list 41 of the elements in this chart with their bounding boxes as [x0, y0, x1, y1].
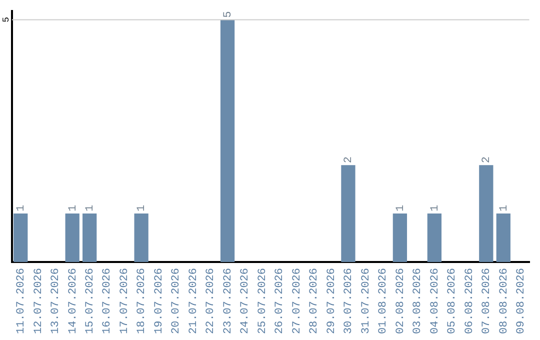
- x-tick-label: 25.07.2026: [256, 268, 269, 334]
- data-label: 1: [67, 204, 80, 212]
- x-tick-label: 09.08.2026: [516, 268, 528, 334]
- x-tick-label: 16.07.2026: [102, 268, 114, 334]
- x-tick-label: 01.08.2026: [378, 268, 390, 334]
- data-label: 1: [429, 204, 442, 212]
- x-tick-label: 24.07.2026: [240, 268, 252, 334]
- x-tick-label: 28.07.2026: [308, 268, 321, 334]
- x-tick-label: 14.07.2026: [67, 268, 80, 334]
- x-tick-label: 05.08.2026: [446, 268, 459, 334]
- data-label: 1: [136, 204, 148, 212]
- x-tick-label: 13.07.2026: [50, 268, 62, 334]
- data-label: 1: [84, 204, 96, 212]
- data-label: 1: [394, 204, 407, 212]
- x-tick-label: 03.08.2026: [412, 268, 424, 334]
- x-tick-label: 02.08.2026: [394, 268, 407, 334]
- x-tick-label: 23.07.2026: [222, 268, 234, 334]
- x-tick-label: 06.08.2026: [464, 268, 476, 334]
- x-tick-label: 12.07.2026: [32, 268, 45, 334]
- x-tick-label: 15.07.2026: [84, 268, 96, 334]
- data-label: 1: [498, 204, 510, 212]
- x-tick-label: 20.07.2026: [170, 268, 183, 334]
- x-tick-label: 08.08.2026: [498, 268, 510, 334]
- x-tick-label: 19.07.2026: [153, 268, 166, 334]
- data-label: 2: [343, 156, 356, 164]
- x-tick-label: 31.07.2026: [360, 268, 372, 334]
- x-tick-label: 17.07.2026: [118, 268, 131, 334]
- data-label: 2: [481, 156, 494, 164]
- ref-line-label: 5: [1, 16, 12, 22]
- x-tick-label: 22.07.2026: [205, 268, 218, 334]
- x-tick-label: 07.08.2026: [481, 268, 494, 334]
- x-tick-label: 29.07.2026: [326, 268, 338, 334]
- data-label: 1: [16, 204, 28, 212]
- x-tick-label: 11.07.2026: [16, 268, 28, 334]
- x-tick-label: 26.07.2026: [274, 268, 286, 334]
- data-label: 5: [222, 11, 234, 18]
- x-tick-label: 27.07.2026: [291, 268, 304, 334]
- x-tick-label: 18.07.2026: [136, 268, 148, 334]
- x-tick-label: 04.08.2026: [429, 268, 442, 334]
- x-tick-label: 21.07.2026: [188, 268, 200, 334]
- x-tick-label: 30.07.2026: [343, 268, 356, 334]
